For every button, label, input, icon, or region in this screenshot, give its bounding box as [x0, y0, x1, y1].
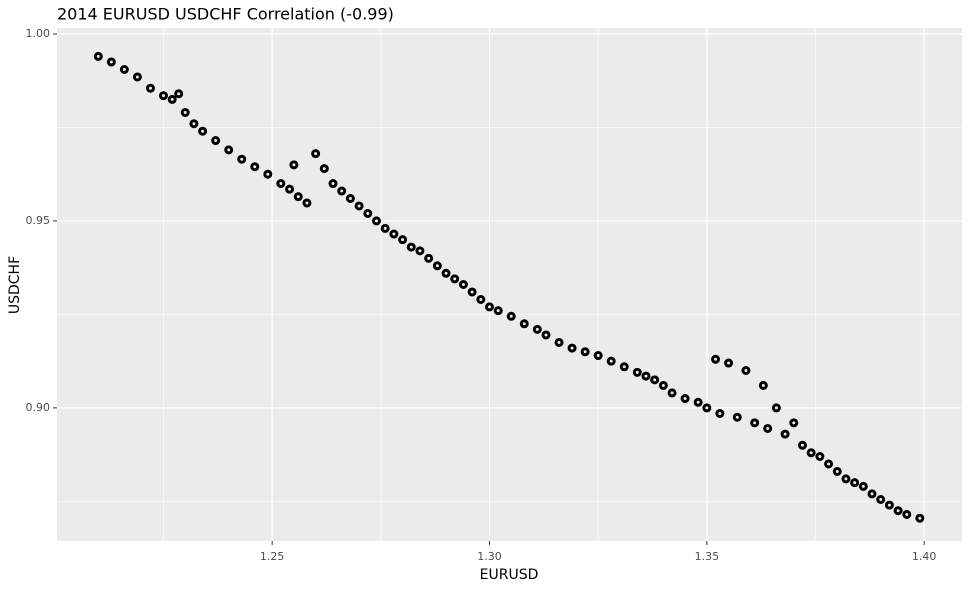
- point: [789, 418, 799, 428]
- point: [380, 223, 390, 233]
- point: [593, 351, 603, 361]
- y-tick-label: 0.95: [26, 214, 51, 227]
- point: [711, 354, 721, 364]
- point: [132, 72, 142, 82]
- point: [424, 253, 434, 263]
- point: [680, 394, 690, 404]
- point: [467, 287, 477, 297]
- point: [276, 179, 286, 189]
- point: [167, 94, 177, 104]
- point: [119, 65, 129, 75]
- point: [180, 108, 190, 118]
- point: [263, 169, 273, 179]
- point: [771, 403, 781, 413]
- point: [158, 91, 168, 101]
- point: [832, 466, 842, 476]
- point: [311, 149, 321, 159]
- point: [567, 343, 577, 353]
- point: [363, 208, 373, 218]
- point: [106, 57, 116, 67]
- point: [750, 418, 760, 428]
- point: [763, 423, 773, 433]
- point: [145, 83, 155, 93]
- y-tick-label: 0.90: [26, 401, 51, 414]
- point: [302, 198, 312, 208]
- point: [345, 194, 355, 204]
- x-tick-label: 1.25: [260, 550, 285, 563]
- point: [415, 246, 425, 256]
- chart-title: 2014 EURUSD USDCHF Correlation (-0.99): [57, 5, 394, 24]
- point: [893, 506, 903, 516]
- x-tick-label: 1.40: [912, 550, 937, 563]
- x-tick-label: 1.30: [477, 550, 502, 563]
- point: [554, 337, 564, 347]
- y-tick-label: 1.00: [26, 27, 51, 40]
- point: [506, 311, 516, 321]
- point: [458, 280, 468, 289]
- point: [797, 440, 807, 450]
- point: [319, 164, 329, 174]
- point: [285, 184, 295, 194]
- point: [250, 162, 260, 172]
- point: [493, 306, 503, 316]
- point: [641, 371, 651, 381]
- point: [224, 145, 234, 155]
- point: [867, 489, 877, 499]
- point: [432, 261, 442, 271]
- point: [485, 302, 495, 312]
- point: [650, 375, 660, 385]
- point: [293, 192, 303, 202]
- point: [237, 154, 247, 164]
- point: [732, 412, 742, 422]
- point: [841, 474, 851, 484]
- point: [93, 51, 103, 61]
- point: [189, 119, 199, 129]
- point: [450, 274, 460, 284]
- point: [328, 179, 338, 189]
- point: [724, 358, 734, 368]
- point: [632, 367, 642, 377]
- point: [850, 478, 860, 488]
- point: [915, 513, 925, 523]
- point: [741, 365, 751, 375]
- point: [354, 201, 364, 211]
- point: [211, 136, 221, 146]
- point: [337, 186, 347, 196]
- point: [902, 509, 912, 519]
- x-axis-title: EURUSD: [480, 567, 539, 583]
- point: [606, 356, 616, 366]
- point: [858, 481, 868, 491]
- point: [815, 451, 825, 461]
- x-tick-label: 1.35: [695, 550, 720, 563]
- point: [580, 347, 590, 357]
- point: [758, 380, 768, 390]
- point: [198, 126, 208, 136]
- point: [441, 268, 451, 278]
- point: [806, 448, 816, 458]
- point: [174, 89, 184, 99]
- point: [619, 362, 629, 372]
- point: [667, 388, 677, 398]
- point: [876, 494, 886, 504]
- point: [389, 229, 399, 239]
- point: [884, 500, 894, 510]
- point: [532, 324, 542, 334]
- point: [476, 294, 486, 304]
- point: [658, 380, 668, 390]
- point: [406, 242, 416, 252]
- y-axis-title: USDCHF: [7, 256, 23, 314]
- point: [693, 397, 703, 407]
- point: [715, 408, 725, 418]
- point: [541, 330, 551, 340]
- point: [398, 235, 408, 245]
- point: [519, 319, 529, 329]
- point: [824, 459, 834, 469]
- point: [289, 160, 299, 170]
- point: [371, 216, 381, 226]
- point: [780, 429, 790, 439]
- point: [702, 403, 712, 413]
